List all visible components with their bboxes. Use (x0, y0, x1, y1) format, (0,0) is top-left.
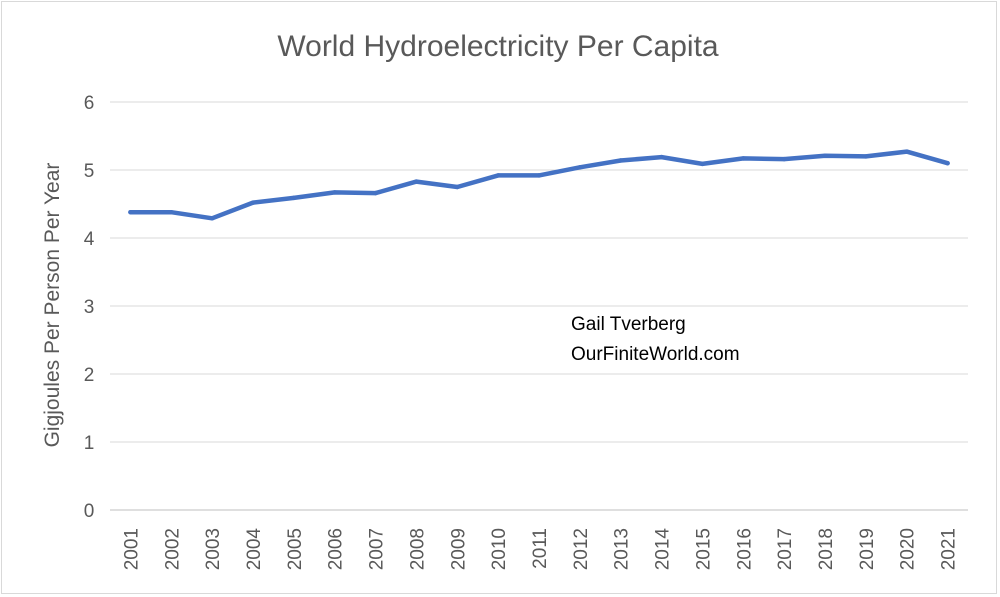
data-point (904, 149, 909, 154)
data-point (128, 209, 133, 215)
x-tick-label: 2016 (734, 528, 755, 570)
data-point (863, 154, 869, 159)
x-tick-label: 2004 (244, 528, 265, 571)
x-tick-label: 2001 (121, 528, 142, 570)
x-tick-label: 2005 (285, 528, 306, 570)
data-point (291, 195, 297, 201)
data-point (455, 184, 460, 190)
data-point (659, 154, 664, 160)
x-tick-label: 2009 (448, 528, 469, 570)
data-point (781, 156, 787, 162)
data-point (618, 158, 623, 163)
series-line (128, 149, 950, 221)
data-point (741, 156, 746, 161)
data-point (169, 209, 174, 215)
x-tick-label: 2012 (571, 528, 592, 570)
x-tick-label: 2002 (162, 528, 183, 570)
x-tick-label: 2015 (693, 528, 714, 570)
x-tick-label: 2013 (612, 528, 633, 570)
y-tick-label: 1 (84, 433, 95, 454)
annotation-author: Gail Tverberg (571, 314, 686, 335)
data-point (414, 179, 419, 184)
y-tick-labels: 0 1 2 3 4 5 6 (84, 93, 95, 522)
x-tick-label: 2014 (653, 528, 674, 571)
y-tick-label: 5 (84, 161, 95, 182)
data-point (495, 173, 501, 178)
y-axis-label: Gigjoules Per Person Per Year (41, 163, 64, 448)
y-tick-label: 6 (84, 93, 95, 114)
data-point (373, 190, 378, 196)
chart-title: World Hydroelectricity Per Capita (277, 30, 719, 63)
x-tick-label: 2011 (530, 528, 551, 569)
series-layer (128, 149, 950, 221)
data-point (577, 165, 583, 170)
x-tick-label: 2003 (203, 528, 224, 570)
data-point (700, 161, 705, 167)
data-point (250, 200, 256, 205)
data-point (332, 190, 337, 195)
x-tick-label: 2008 (407, 528, 428, 570)
x-tick-label: 2020 (898, 528, 919, 570)
annotation-website: OurFiniteWorld.com (571, 344, 740, 365)
gridlines (110, 101, 968, 511)
y-tick-label: 2 (84, 365, 95, 386)
x-tick-label: 2010 (489, 528, 510, 570)
y-tick-label: 0 (84, 501, 95, 522)
x-tick-label: 2006 (326, 528, 347, 570)
y-tick-label: 3 (84, 297, 95, 318)
x-tick-label: 2019 (857, 528, 878, 570)
y-tick-label: 4 (84, 229, 95, 250)
data-point (536, 173, 542, 178)
x-tick-label: 2018 (816, 528, 837, 570)
data-point (209, 216, 215, 221)
x-tick-label: 2021 (939, 528, 960, 570)
x-tick-label: 2007 (367, 528, 388, 570)
data-point (945, 161, 950, 166)
x-tick-labels: 2001 2002 2003 2004 2005 2006 2007 2008 2009 2010… (121, 528, 959, 571)
data-point (822, 153, 828, 158)
x-tick-label: 2017 (775, 528, 796, 570)
